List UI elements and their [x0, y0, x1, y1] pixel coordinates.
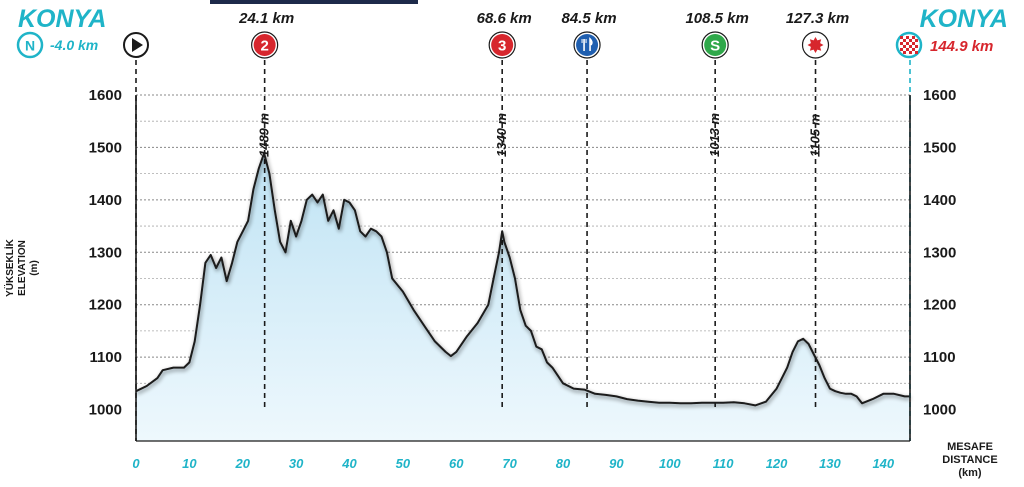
- checker-square: [906, 48, 909, 51]
- climb-icon: [491, 34, 514, 56]
- checker-square: [915, 51, 918, 54]
- checker-square: [915, 45, 918, 48]
- marker-symbol: 2: [260, 38, 268, 55]
- climb-icon: [253, 34, 276, 56]
- finish-km-label: 144.9 km: [930, 38, 993, 55]
- checker-square: [912, 42, 915, 45]
- x-tick-label: 70: [502, 456, 517, 471]
- x-tick-label: 0: [132, 456, 140, 471]
- y-tick-label-right: 1500: [923, 139, 956, 156]
- x-tick-label: 60: [449, 456, 464, 471]
- checker-square: [909, 39, 912, 42]
- feed-zone-icon: [576, 34, 599, 56]
- marker-altitude-label: 1013 m: [707, 112, 722, 157]
- finish-city-label: KONYA: [920, 5, 1008, 33]
- marker-altitude-label: 1340 m: [494, 112, 509, 157]
- x-tick-label: 10: [182, 456, 197, 471]
- checker-square: [900, 42, 903, 45]
- x-tick-label: 30: [289, 456, 304, 471]
- x-tick-label: 110: [713, 456, 734, 471]
- knife-icon: [589, 37, 593, 51]
- x-tick-label: 20: [235, 456, 251, 471]
- profile-area: [136, 153, 910, 441]
- marker-altitude-label: 1489 m: [257, 112, 272, 157]
- y-tick-label-left: 1000: [89, 402, 122, 419]
- checker-square: [903, 51, 906, 54]
- checker-square: [909, 51, 912, 54]
- y-tick-label-right: 1000: [923, 402, 956, 419]
- x-axis-title-line: (km): [958, 467, 982, 479]
- profile-line: [135, 152, 910, 407]
- x-tick-label: 90: [609, 456, 624, 471]
- x-tick-label: 40: [341, 456, 357, 471]
- checker-square: [915, 39, 918, 42]
- y-tick-label-left: 1500: [89, 139, 122, 156]
- x-tick-label: 140: [872, 456, 894, 471]
- y-axis-title-line: ELEVATION: [17, 240, 28, 296]
- marker-km-label: 24.1 km: [238, 10, 294, 27]
- markers: 24.1 km 2 1489 m 68.6 km 3 1340 m 84.5 km 108.5…: [238, 10, 849, 157]
- checker-square: [900, 36, 903, 39]
- y-axis-title-line: (m): [29, 260, 40, 276]
- bonus-starburst-icon: [807, 37, 824, 53]
- y-tick-label-left: 1200: [89, 297, 122, 314]
- x-tick-label: 130: [819, 456, 841, 471]
- profile-area-fill: [136, 153, 910, 441]
- y-tick-label-right: 1100: [923, 349, 956, 366]
- checker-square: [912, 48, 915, 51]
- marker-symbol: 3: [498, 38, 506, 55]
- header: KONYA N -4.0 km KONYA 144.9 km: [16, 5, 1008, 59]
- marker-km-label: 108.5 km: [685, 10, 748, 27]
- y-tick-label-left: 1400: [89, 192, 122, 209]
- checker-square: [912, 36, 915, 39]
- checker-square: [903, 39, 906, 42]
- marker-km-label: 68.6 km: [477, 10, 532, 27]
- title-bar: [210, 0, 418, 4]
- y-axis-title-line: YÜKSEKLİK: [3, 238, 16, 297]
- x-tick-label: 50: [396, 456, 411, 471]
- x-tick-label: 80: [556, 456, 571, 471]
- y-tick-label-right: 1200: [923, 297, 956, 314]
- start-city-label: KONYA: [18, 5, 106, 33]
- marker-altitude-label: 1105 m: [808, 113, 823, 157]
- y-tick-label-left: 1600: [89, 87, 122, 104]
- sprint-icon: [704, 34, 727, 56]
- y-tick-label-right: 1400: [923, 192, 956, 209]
- start-play-icon-triangle: [132, 38, 143, 52]
- x-tick-label: 120: [766, 456, 788, 471]
- axes: [135, 60, 911, 442]
- checker-square: [903, 45, 906, 48]
- checker-square: [906, 42, 909, 45]
- y-tick-label-right: 1300: [923, 244, 956, 261]
- finish-checker-pattern: [900, 36, 918, 54]
- y-tick-label-right: 1600: [923, 87, 956, 104]
- checker-square: [900, 48, 903, 51]
- x-axis-title-line: MESAFE: [947, 441, 993, 453]
- marker-km-label: 127.3 km: [786, 10, 849, 27]
- checker-square: [909, 45, 912, 48]
- x-axis-title-line: DISTANCE: [942, 454, 997, 466]
- neutral-km-label: -4.0 km: [50, 37, 98, 53]
- marker-km-label: 84.5 km: [562, 10, 617, 27]
- x-tick-label: 100: [659, 456, 681, 471]
- elevation-line: [135, 152, 910, 407]
- y-tick-label-left: 1100: [89, 349, 122, 366]
- marker-symbol: S: [710, 38, 720, 55]
- y-tick-label-left: 1300: [89, 244, 122, 261]
- neutral-start-icon: [16, 31, 44, 59]
- checker-square: [906, 36, 909, 39]
- neutral-symbol: N: [25, 38, 35, 54]
